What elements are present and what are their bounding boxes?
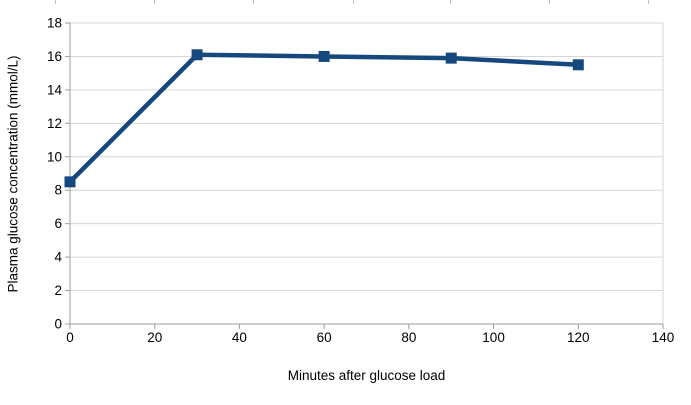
y-tick-label-12: 12 — [47, 116, 62, 131]
series-0-marker-2 — [318, 50, 330, 62]
x-tick-label-60: 60 — [317, 330, 332, 345]
y-tick-label-4: 4 — [54, 250, 62, 265]
x-tick-label-140: 140 — [652, 330, 675, 345]
spreadsheet-column-divider — [549, 0, 550, 4]
x-tick-label-80: 80 — [401, 330, 416, 345]
x-tick-label-20: 20 — [147, 330, 162, 345]
spreadsheet-column-divider — [353, 0, 354, 4]
y-tick-label-14: 14 — [47, 82, 63, 97]
series-0-line — [68, 52, 579, 184]
y-tick-label-10: 10 — [47, 149, 62, 164]
spreadsheet-column-divider — [55, 0, 56, 4]
y-axis-title: Plasma glucose concentration (mmol/L) — [5, 55, 21, 293]
spreadsheet-column-divider — [253, 0, 254, 4]
spreadsheet-column-divider — [154, 0, 155, 4]
x-tick-label-40: 40 — [232, 330, 247, 345]
spreadsheet-column-divider — [648, 0, 649, 4]
x-axis-title: Minutes after glucose load — [287, 368, 446, 383]
y-tick-label-16: 16 — [47, 49, 62, 64]
y-tick-label-8: 8 — [54, 183, 62, 198]
spreadsheet-column-divider — [450, 0, 451, 4]
series-0-marker-4 — [572, 59, 584, 71]
series-0-marker-1 — [191, 49, 203, 61]
series-0-marker-3 — [445, 52, 457, 64]
y-tick-label-6: 6 — [54, 216, 62, 231]
series-0-marker-0 — [64, 176, 76, 188]
x-tick-label-0: 0 — [66, 330, 74, 345]
x-tick-label-100: 100 — [482, 330, 505, 345]
y-tick-label-18: 18 — [47, 16, 62, 31]
y-tick-label-0: 0 — [54, 317, 62, 332]
y-tick-label-2: 2 — [54, 283, 62, 298]
x-tick-label-120: 120 — [567, 330, 590, 345]
